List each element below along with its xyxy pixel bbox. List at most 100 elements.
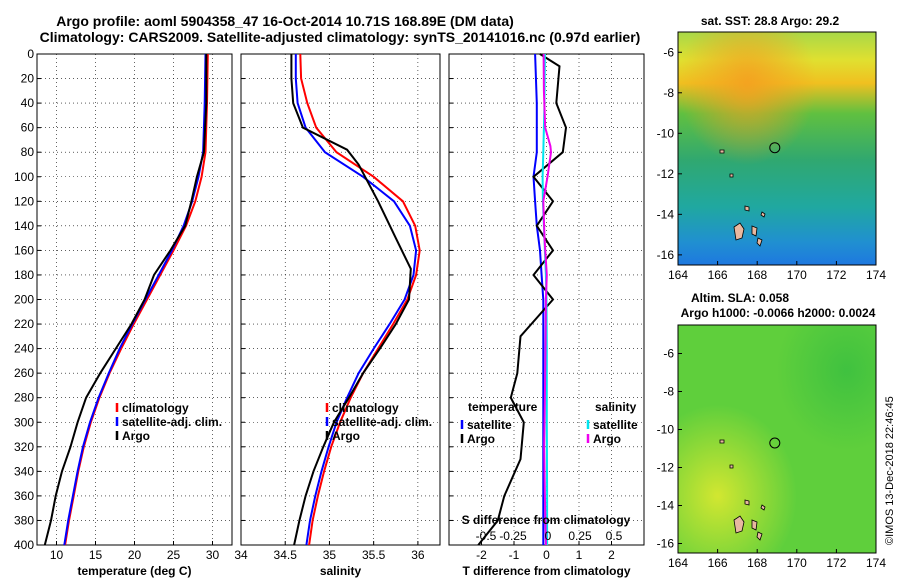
sst_map-xtick-label: 170 bbox=[787, 268, 807, 282]
sst-map-axes: 164 166 168 170 172 174 -6 -8 -10 -12 -14 -16 bbox=[657, 45, 887, 282]
temperature-panel: 10 15 20 25 30020406080100120140160180200220… bbox=[14, 47, 233, 578]
depth-tick-label: 360 bbox=[14, 489, 34, 503]
temperature-xtick-label: 25 bbox=[167, 548, 181, 562]
sla-map-islands bbox=[719, 439, 766, 541]
sla-map-title-line2: Argo h1000: -0.0066 h2000: 0.0024 bbox=[681, 306, 876, 320]
depth-tick-label: 60 bbox=[21, 121, 35, 135]
diff-legend-salinity-title: salinity bbox=[595, 400, 637, 414]
sla_map-xtick-label: 168 bbox=[747, 556, 767, 570]
depth-tick-label: 0 bbox=[27, 47, 34, 61]
salinity-xtick-label: 34 bbox=[234, 548, 248, 562]
sla_map-xtick-label: 166 bbox=[708, 556, 728, 570]
depth-tick-label: 120 bbox=[14, 194, 34, 208]
sst-argo-position-marker bbox=[769, 142, 781, 154]
sst_map-ytick-label: -8 bbox=[663, 86, 674, 100]
sla_map-ytick-label: -14 bbox=[657, 499, 675, 513]
sst_map-ytick-label: -6 bbox=[663, 45, 674, 59]
sst-map-panel: sat. SST: 28.8 Argo: 29.2 164 166 168 170 17… bbox=[657, 14, 887, 282]
salinity-legend-label: Argo bbox=[332, 429, 360, 443]
difference-series-temperature-satellite bbox=[532, 53, 545, 545]
temperature-series-argo bbox=[43, 54, 208, 546]
sla_map-xtick-label: 172 bbox=[826, 556, 846, 570]
salinity-xtick-label: 35 bbox=[323, 548, 337, 562]
depth-tick-label: 320 bbox=[14, 440, 34, 454]
temperature-legend-label: climatology bbox=[122, 401, 189, 415]
difference-x-axis-label: T difference from climatology bbox=[462, 564, 630, 578]
diff-legend-temperature-label: satellite bbox=[467, 418, 512, 432]
difference-xtick-label: 0 bbox=[543, 548, 550, 562]
salinity-legend-label: satellite-adj. clim. bbox=[332, 415, 432, 429]
difference-series-salinity-argo bbox=[542, 53, 553, 546]
temperature-xtick-label: 10 bbox=[50, 548, 64, 562]
diff-s-axis-label: S difference from climatology bbox=[462, 513, 631, 527]
depth-tick-label: 380 bbox=[14, 513, 34, 527]
difference-xtick-label: -1 bbox=[509, 548, 520, 562]
temperature-legend-label: Argo bbox=[122, 429, 150, 443]
temperature-legend-label: satellite-adj. clim. bbox=[122, 415, 222, 429]
difference-xtick-label: 1 bbox=[576, 548, 583, 562]
header-line2: Climatology: CARS2009. Satellite-adjuste… bbox=[40, 29, 641, 45]
salinity-x-axis-label: salinity bbox=[320, 564, 362, 578]
salinity-series-climatology bbox=[299, 53, 421, 546]
sla_map-xtick-label: 164 bbox=[668, 556, 688, 570]
diff-legend-salinity-label: Argo bbox=[593, 432, 621, 446]
sla_map-xtick-label: 170 bbox=[787, 556, 807, 570]
depth-tick-label: 400 bbox=[14, 538, 34, 552]
diff-s-tick-label: -0.25 bbox=[499, 529, 527, 543]
sst-map-warm-patch bbox=[678, 32, 876, 265]
depth-tick-label: 240 bbox=[14, 342, 34, 356]
salinity-xtick-label: 35.5 bbox=[362, 548, 386, 562]
difference-xtick-label: -2 bbox=[476, 548, 487, 562]
depth-tick-label: 220 bbox=[14, 317, 34, 331]
sla-map-title-line1: Altim. SLA: 0.058 bbox=[691, 291, 789, 305]
salinity-xtick-label: 34.5 bbox=[274, 548, 298, 562]
depth-tick-label: 40 bbox=[21, 96, 35, 110]
temperature-xtick-label: 15 bbox=[89, 548, 103, 562]
temperature-x-axis-label: temperature (deg C) bbox=[77, 564, 191, 578]
depth-tick-label: 340 bbox=[14, 464, 34, 478]
depth-tick-label: 280 bbox=[14, 391, 34, 405]
diff-s-tick-label: 0.25 bbox=[568, 529, 592, 543]
depth-tick-label: 140 bbox=[14, 219, 34, 233]
difference-series-temperature-argo bbox=[477, 53, 568, 546]
depth-tick-label: 160 bbox=[14, 243, 34, 257]
sst_map-ytick-label: -10 bbox=[657, 126, 675, 140]
difference-xtick-label: 2 bbox=[608, 548, 615, 562]
temperature-xtick-label: 20 bbox=[128, 548, 142, 562]
salinity-xtick-label: 36 bbox=[411, 548, 425, 562]
depth-tick-label: 80 bbox=[21, 145, 35, 159]
sla_map-ytick-label: -16 bbox=[657, 537, 675, 551]
header-line1: Argo profile: aoml 5904358_47 16-Oct-201… bbox=[56, 13, 514, 29]
salinity-series-argo bbox=[290, 54, 412, 546]
diff-s-tick-label: -0.5 bbox=[476, 529, 497, 543]
depth-tick-label: 20 bbox=[21, 72, 35, 86]
sst-map-islands bbox=[719, 149, 766, 247]
sst_map-ytick-label: -12 bbox=[657, 167, 675, 181]
sst_map-xtick-label: 166 bbox=[708, 268, 728, 282]
temperature-xtick-label: 30 bbox=[206, 548, 220, 562]
sst_map-ytick-label: -16 bbox=[657, 248, 675, 262]
temperature-plot-frame bbox=[36, 53, 233, 546]
diff-s-tick-label: 0.5 bbox=[606, 529, 623, 543]
sla_map-ytick-label: -6 bbox=[663, 347, 674, 361]
sst_map-xtick-label: 168 bbox=[747, 268, 767, 282]
sla_map-ytick-label: -12 bbox=[657, 461, 675, 475]
salinity-plot-frame bbox=[240, 53, 441, 546]
diff-legend-temperature-title: temperature bbox=[468, 400, 538, 414]
difference-panel: -2 -1 0 1 2 T difference from climatology temp… bbox=[448, 53, 645, 578]
diff-legend-temperature-label: Argo bbox=[467, 432, 495, 446]
sla-argo-position-marker bbox=[769, 437, 781, 449]
sst-map-frame bbox=[677, 31, 877, 266]
sst-map-title: sat. SST: 28.8 Argo: 29.2 bbox=[701, 14, 840, 28]
imos-credit: ©IMOS 13-Dec-2018 22:46:45 bbox=[884, 396, 896, 545]
sla-map-panel: Altim. SLA: 0.058 Argo h1000: -0.0066 h2… bbox=[657, 291, 887, 570]
diff-s-tick-label: 0 bbox=[545, 529, 552, 543]
diff-legend-salinity-label: satellite bbox=[593, 418, 638, 432]
depth-tick-label: 300 bbox=[14, 415, 34, 429]
sla-map-axes: 164 166 168 170 172 174 -6 -8 -10 -12 -14 -16 bbox=[657, 347, 887, 571]
sla_map-ytick-label: -8 bbox=[663, 385, 674, 399]
salinity-panel: 34 34.5 35 35.5 36 salinity climatologysatelli… bbox=[234, 53, 441, 578]
sla-map-frame bbox=[677, 324, 877, 554]
depth-tick-label: 180 bbox=[14, 268, 34, 282]
